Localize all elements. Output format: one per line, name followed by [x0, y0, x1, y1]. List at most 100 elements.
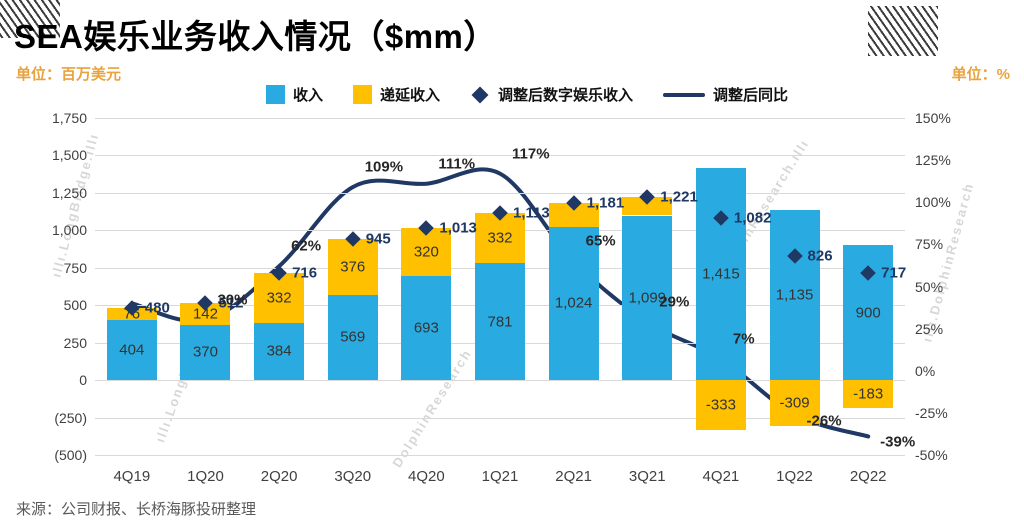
category-label: 2Q20 — [260, 468, 298, 485]
revenue-bar-label: 370 — [192, 343, 218, 361]
revenue-bar — [622, 215, 673, 381]
left-axis-tick: 1,750 — [51, 110, 87, 126]
category-label: 3Q21 — [628, 468, 666, 485]
revenue-bar — [401, 276, 452, 381]
right-axis-tick: 0% — [915, 362, 936, 379]
revenue-bar — [475, 263, 525, 381]
legend-label-deferred: 递延收入 — [379, 87, 440, 104]
legend-label-yoy: 调整后同比 — [713, 87, 789, 104]
adjusted-revenue-label: 716 — [292, 264, 318, 282]
revenue-bar — [548, 226, 599, 381]
yoy-label: 30% — [217, 291, 248, 309]
gridline — [95, 417, 905, 419]
yoy-label: -39% — [880, 433, 916, 451]
deferred-bar-label: -333 — [705, 396, 736, 414]
revenue-bar-label: 569 — [340, 328, 366, 346]
left-axis-tick: 0 — [79, 372, 87, 389]
yoy-label: 65% — [585, 232, 616, 250]
deferred-bar-label: 320 — [413, 243, 439, 261]
adjusted-revenue-label: 1,082 — [733, 209, 772, 227]
legend-item-adjusted: 调整后数字娱乐收入 — [470, 84, 633, 105]
yoy-label: -26% — [806, 412, 842, 430]
left-axis-tick: 1,500 — [51, 147, 87, 164]
adjusted-revenue-label: 1,221 — [660, 188, 698, 206]
yoy-label: 7% — [732, 330, 755, 348]
right-axis-tick: 25% — [915, 320, 944, 337]
deferred-swatch-icon — [352, 85, 372, 104]
yoy-label: 109% — [364, 158, 404, 176]
gridline — [95, 192, 905, 194]
revenue-bar-label: 404 — [119, 341, 145, 359]
deferred-bar — [548, 203, 599, 227]
deferred-bar — [695, 380, 746, 430]
right-axis-tick: 75% — [915, 236, 944, 253]
yoy-label: 117% — [512, 145, 550, 163]
adjusted-revenue-label: 945 — [365, 230, 391, 248]
deferred-bar — [401, 228, 452, 277]
deferred-bar — [180, 303, 231, 325]
left-axis-tick: 250 — [63, 334, 87, 351]
left-axis-tick: 1,250 — [51, 184, 87, 201]
revenue-bar-label: 900 — [855, 304, 881, 322]
left-axis-tick: (250) — [54, 409, 87, 426]
yoy-label: 111% — [438, 155, 476, 173]
category-label: 1Q20 — [187, 468, 224, 485]
adjusted-revenue-label: 512 — [218, 294, 244, 312]
right-axis-tick: -25% — [915, 404, 948, 421]
left-axis-tick: 750 — [63, 259, 87, 276]
revenue-bar — [769, 210, 820, 381]
line-swatch-icon — [663, 92, 706, 97]
deferred-bar-label: 376 — [340, 258, 366, 276]
category-label: 2Q21 — [555, 468, 592, 485]
revenue-bar — [180, 324, 231, 381]
adjusted-revenue-label: 717 — [881, 264, 907, 282]
page-title: SEA娱乐业务收入情况（$mm） — [14, 18, 497, 55]
revenue-bar-label: 693 — [413, 319, 439, 337]
gridline — [95, 118, 905, 119]
left-axis-unit-label: 单位：百万美元 — [16, 66, 122, 83]
category-label: 4Q19 — [113, 468, 151, 485]
revenue-swatch-icon — [265, 85, 285, 104]
deferred-bar-label: 142 — [192, 305, 218, 323]
right-axis-tick: 50% — [915, 278, 944, 295]
category-label: 1Q22 — [776, 468, 813, 485]
category-label: 1Q21 — [481, 468, 519, 485]
deferred-bar — [843, 380, 894, 408]
legend-item-yoy: 调整后同比 — [663, 84, 788, 105]
category-label: 3Q20 — [334, 468, 372, 485]
category-label: 4Q21 — [702, 468, 740, 485]
right-axis-tick: 125% — [915, 152, 951, 169]
revenue-bar-label: 1,135 — [775, 286, 814, 304]
left-axis-tick: 1,000 — [51, 222, 87, 239]
revenue-bar — [327, 294, 378, 381]
right-axis-unit-label: 单位：% — [951, 66, 1010, 83]
deferred-bar — [327, 238, 378, 295]
adjusted-revenue-label: 480 — [144, 299, 170, 317]
left-axis-tick: 500 — [63, 297, 87, 314]
deferred-bar-label: 332 — [266, 289, 292, 307]
deferred-bar-label: 332 — [487, 229, 513, 247]
right-axis-tick: 100% — [915, 194, 951, 211]
left-axis-tick: (500) — [54, 447, 87, 463]
adjusted-revenue-label: 1,013 — [439, 219, 477, 237]
category-label: 4Q20 — [408, 468, 445, 485]
revenue-bar-label: 1,415 — [702, 265, 740, 283]
category-label: 2Q22 — [849, 468, 887, 485]
yoy-label: 62% — [291, 237, 322, 255]
legend-label-adjusted: 调整后数字娱乐收入 — [498, 87, 634, 104]
adjusted-revenue-label: 826 — [807, 247, 833, 265]
right-axis-tick: -50% — [915, 447, 948, 463]
deferred-bar-label: -309 — [779, 394, 810, 412]
revenue-bar — [254, 322, 305, 381]
deferred-bar-label: -183 — [853, 385, 884, 403]
right-axis-tick: 150% — [915, 110, 951, 126]
legend-label-revenue: 收入 — [292, 87, 323, 104]
source-note: 来源：公司财报、长桥海豚投研整理 — [16, 501, 257, 518]
deferred-bar — [475, 213, 525, 264]
revenue-bar-label: 781 — [487, 313, 513, 331]
yoy-label: 29% — [659, 293, 690, 311]
deferred-bar — [769, 380, 820, 427]
revenue-bar-label: 384 — [266, 342, 292, 360]
